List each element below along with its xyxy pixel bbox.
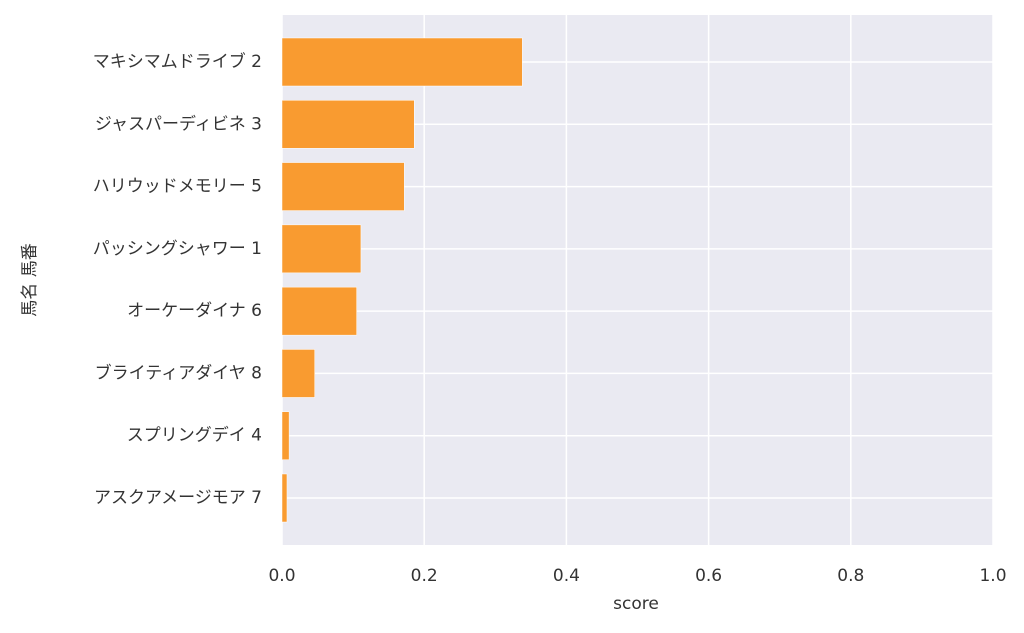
bar xyxy=(281,286,357,336)
plot-area xyxy=(282,15,993,545)
y-tick-label: ジャスパーディビネ 3 xyxy=(95,113,262,134)
bar xyxy=(281,162,405,211)
x-tick-label: 0.2 xyxy=(411,566,438,586)
x-tick-label: 0.0 xyxy=(268,566,295,586)
y-tick-label: オーケーダイナ 6 xyxy=(127,301,262,321)
bar xyxy=(281,224,362,274)
x-tick-label: 0.6 xyxy=(695,566,722,586)
x-tick-label: 0.4 xyxy=(553,566,580,586)
y-tick-label: パッシングシャワー 1 xyxy=(93,239,262,259)
y-tick-label: アスクアメージモア 7 xyxy=(94,488,262,508)
bar xyxy=(281,37,523,87)
x-tick-label: 1.0 xyxy=(979,566,1006,586)
y-tick-label: ハリウッドメモリー 5 xyxy=(93,177,262,197)
x-tick-label: 0.8 xyxy=(837,566,864,586)
y-axis-label: 馬名 馬番 xyxy=(20,243,40,316)
bar xyxy=(281,473,288,523)
bar xyxy=(281,411,290,460)
bar xyxy=(281,100,415,149)
y-tick-label: マキシマムドライブ 2 xyxy=(93,51,262,72)
y-tick-label: ブライティアダイヤ 8 xyxy=(95,362,262,383)
y-tick-label: スプリングデイ 4 xyxy=(127,425,262,446)
x-axis-label: score xyxy=(613,594,659,614)
bar xyxy=(281,349,315,398)
